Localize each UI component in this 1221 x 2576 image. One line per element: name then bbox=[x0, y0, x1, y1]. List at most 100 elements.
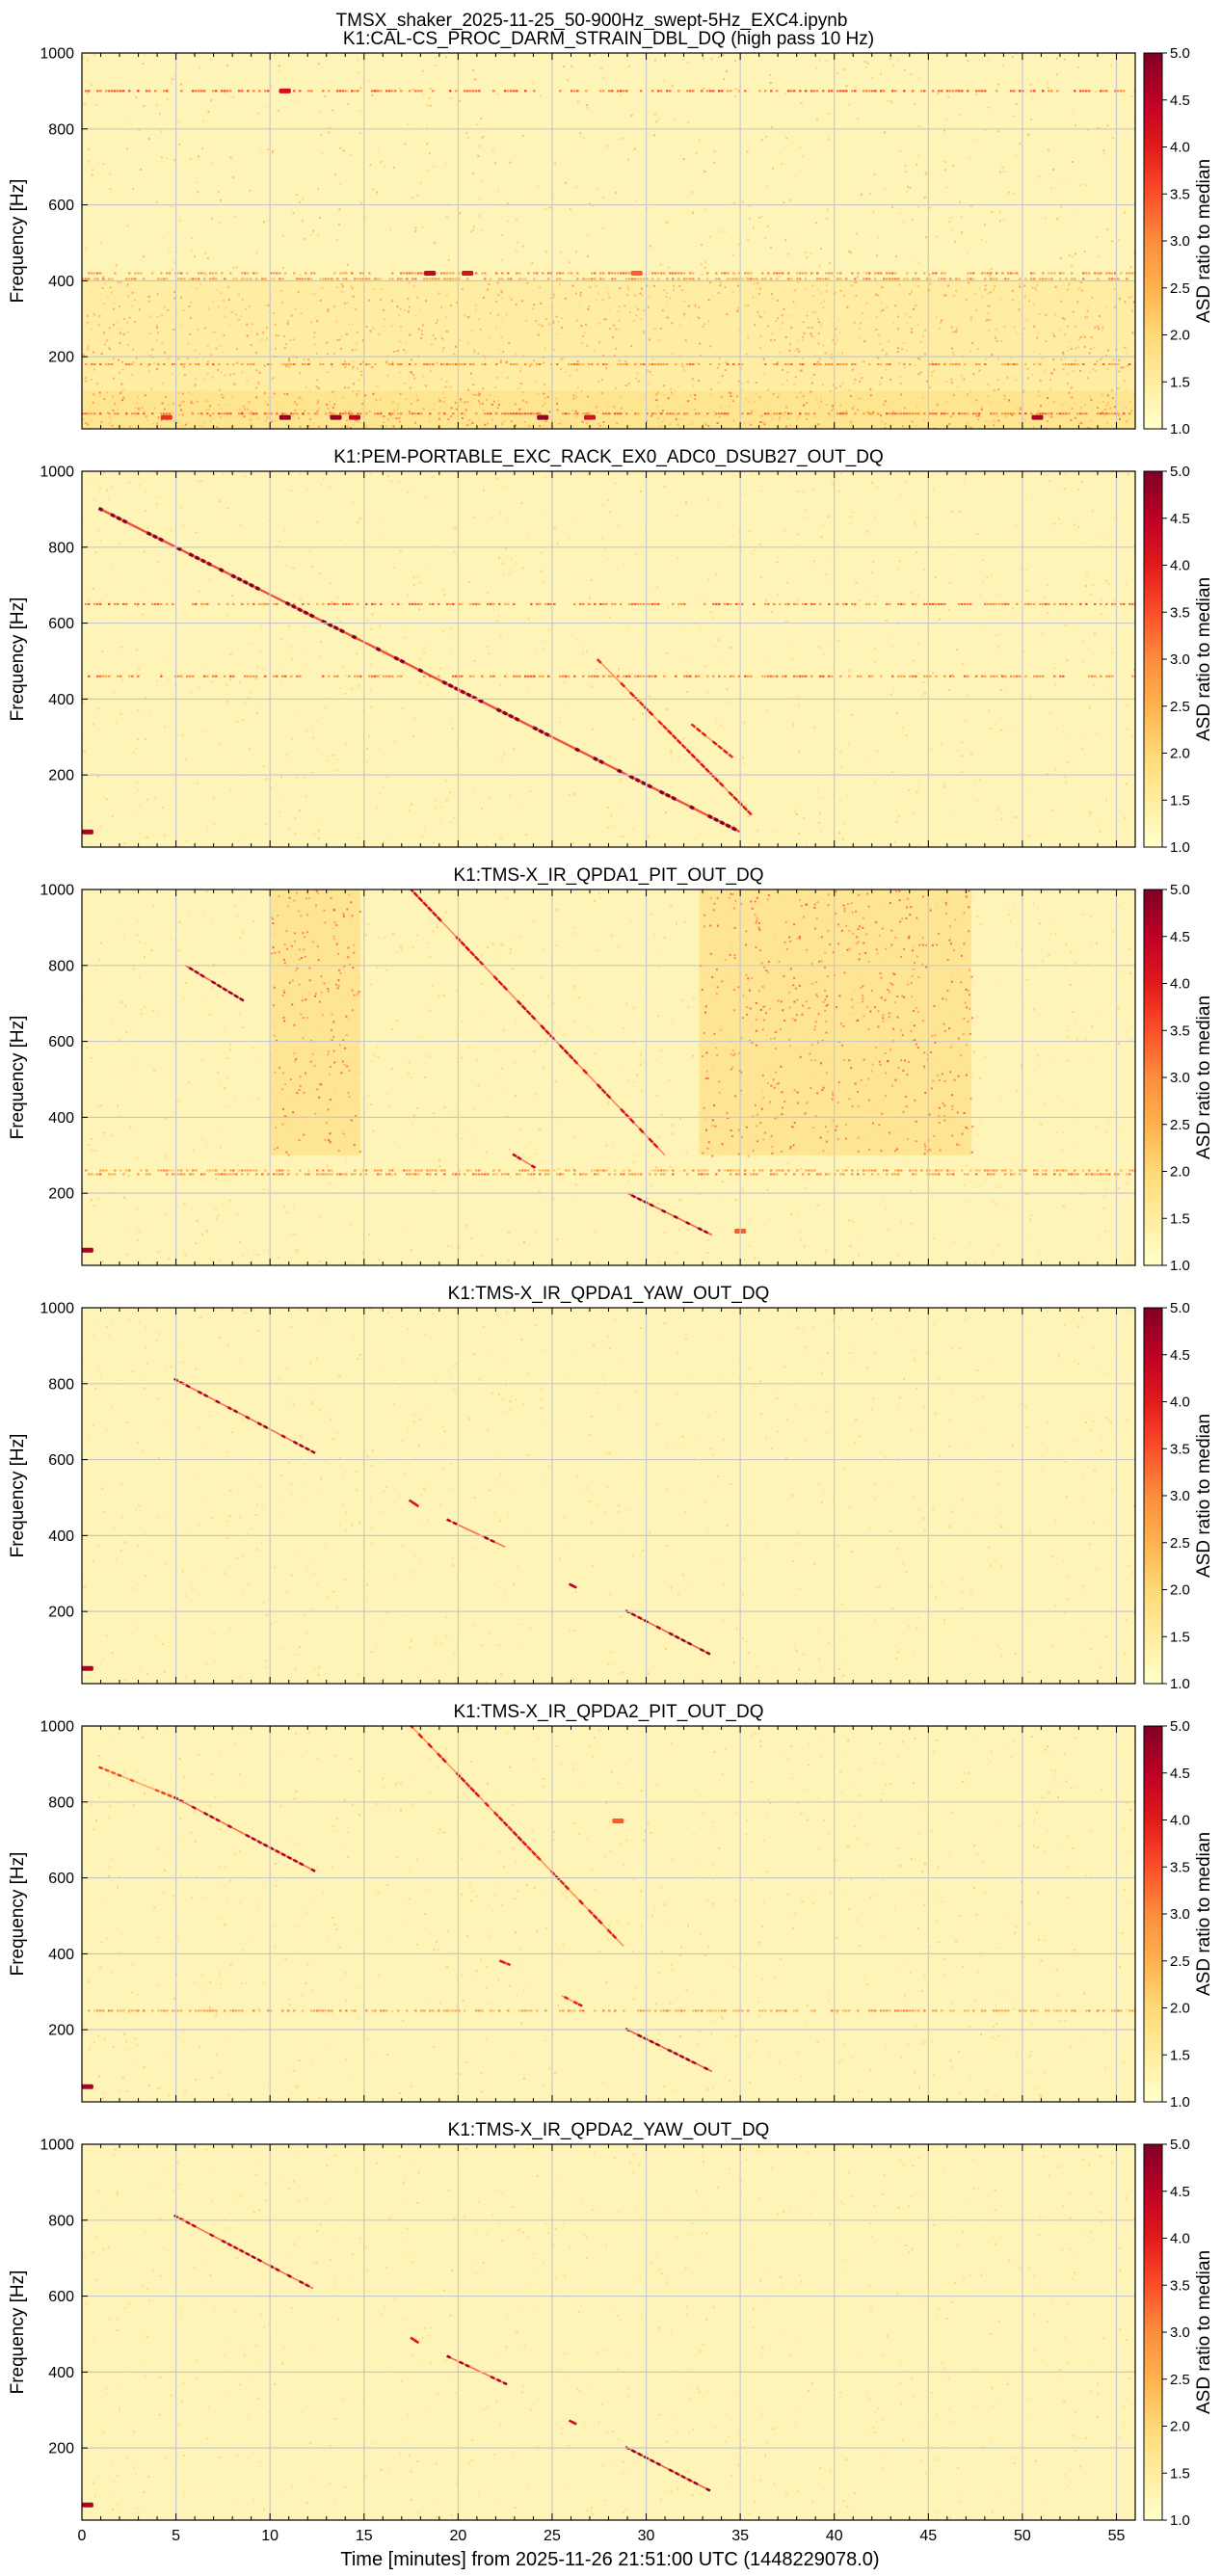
colorbar-tick-label: 3.0 bbox=[1170, 1488, 1190, 1504]
y-tick-label: 600 bbox=[48, 1452, 74, 1469]
x-tick-label: 15 bbox=[356, 2528, 373, 2544]
grid bbox=[82, 53, 1135, 429]
x-tick-label: 35 bbox=[731, 2528, 749, 2544]
hot-spot bbox=[279, 414, 291, 420]
colorbar-tick-label: 3.5 bbox=[1170, 604, 1190, 621]
y-tick-label: 600 bbox=[48, 2289, 74, 2305]
colorbar-tick-label: 5.0 bbox=[1170, 1718, 1190, 1735]
colorbar-tick-label: 4.5 bbox=[1170, 1766, 1190, 1782]
spectral-line bbox=[85, 602, 1135, 605]
colorbar-tick-label: 3.5 bbox=[1170, 2277, 1190, 2294]
spectrogram-panel-6: K1:TMS-X_IR_QPDA2_YAW_OUT_DQ 0 5 10 15 20 25 30… bbox=[8, 2120, 1214, 2544]
spectrogram-panel-3: K1:TMS-X_IR_QPDA1_PIT_OUT_DQ 200 400 600 800… bbox=[8, 865, 1214, 1274]
x-tick-label: 45 bbox=[919, 2528, 937, 2544]
colorbar-label: ASD ratio to median bbox=[1194, 996, 1214, 1159]
hot-spot bbox=[349, 414, 361, 420]
colorbar-tick-label: 5.0 bbox=[1170, 1300, 1190, 1316]
colorbar-tick-label: 4.0 bbox=[1170, 976, 1190, 993]
y-tick-label: 600 bbox=[48, 198, 74, 214]
sweep-track bbox=[568, 2419, 577, 2426]
colorbar-label: ASD ratio to median bbox=[1194, 1832, 1214, 1996]
sweep-track bbox=[561, 1994, 583, 2007]
sweep-track bbox=[409, 890, 666, 1156]
y-tick-label: 400 bbox=[48, 1110, 74, 1127]
panel-title: K1:PEM-PORTABLE_EXC_RACK_EX0_ADC0_DSUB27… bbox=[333, 447, 884, 467]
colorbar: 1.0 1.5 2.0 2.5 3.0 3.5 4.0 4.5 5.0 ASD ratio to … bbox=[1143, 1300, 1214, 1692]
y-tick-label: 1000 bbox=[40, 465, 74, 481]
colorbar-tick-label: 1.5 bbox=[1170, 1210, 1190, 1227]
spectral-line bbox=[85, 1169, 1135, 1172]
colorbar-tick-label: 2.0 bbox=[1170, 1582, 1190, 1599]
sweep-track bbox=[624, 2028, 713, 2073]
spectrogram-panel-4: K1:TMS-X_IR_QPDA1_YAW_OUT_DQ 200 400 600 800… bbox=[8, 1284, 1214, 1692]
sweep-track bbox=[173, 2214, 314, 2290]
y-tick-label: 400 bbox=[48, 1947, 74, 1963]
colorbar-tick-label: 2.5 bbox=[1170, 1117, 1190, 1133]
hot-spot bbox=[537, 414, 549, 420]
colorbar-tick-label: 2.0 bbox=[1170, 1164, 1190, 1181]
colorbar-tick-label: 3.5 bbox=[1170, 1441, 1190, 1457]
hot-spot bbox=[82, 1247, 93, 1253]
spectrogram-panel-2: K1:PEM-PORTABLE_EXC_RACK_EX0_ADC0_DSUB27… bbox=[8, 447, 1214, 856]
colorbar-tick-label: 3.0 bbox=[1170, 233, 1190, 250]
colorbar-tick-label: 5.0 bbox=[1170, 2137, 1190, 2153]
x-tick-label: 30 bbox=[638, 2528, 655, 2544]
y-axis-label: Frequency [Hz] bbox=[8, 598, 28, 722]
spectral-line bbox=[88, 272, 1135, 275]
sweep-track bbox=[498, 1959, 512, 1967]
spectral-line bbox=[85, 90, 1135, 93]
colorbar-tick-label: 3.0 bbox=[1170, 1906, 1190, 1923]
colorbar-tick-label: 1.5 bbox=[1170, 792, 1190, 809]
broadband-region bbox=[82, 390, 1135, 429]
grid bbox=[82, 890, 1135, 1265]
heatmap-cells bbox=[82, 890, 1135, 1265]
colorbar-tick-label: 3.5 bbox=[1170, 1022, 1190, 1039]
broadband-region bbox=[699, 890, 974, 1157]
colorbar: 1.0 1.5 2.0 2.5 3.0 3.5 4.0 4.5 5.0 ASD ratio to … bbox=[1143, 464, 1214, 856]
grid bbox=[82, 471, 1135, 847]
y-axis-label: Frequency [Hz] bbox=[8, 1434, 28, 1558]
colorbar-tick-label: 4.0 bbox=[1170, 140, 1190, 156]
x-tick-label: 5 bbox=[172, 2528, 180, 2544]
colorbar-tick-label: 5.0 bbox=[1170, 882, 1190, 898]
y-tick-label: 800 bbox=[48, 958, 74, 974]
colorbar: 1.0 1.5 2.0 2.5 3.0 3.5 4.0 4.5 5.0 ASD ratio to … bbox=[1143, 45, 1214, 438]
colorbar-tick-label: 1.0 bbox=[1170, 1676, 1190, 1692]
colorbar-tick-label: 3.0 bbox=[1170, 651, 1190, 668]
colorbar-label: ASD ratio to median bbox=[1194, 159, 1214, 323]
hot-spot bbox=[82, 1665, 93, 1671]
x-axis-label: Time [minutes] from 2025-11-26 21:51:00 … bbox=[340, 2549, 879, 2570]
y-tick-label: 1000 bbox=[40, 1301, 74, 1317]
y-tick-label: 800 bbox=[48, 1376, 74, 1393]
sweep-track bbox=[173, 1377, 316, 1454]
spectral-line bbox=[82, 412, 1131, 415]
colorbar-tick-label: 2.5 bbox=[1170, 280, 1190, 297]
sweep-track bbox=[690, 723, 734, 759]
panel-title: K1:TMS-X_IR_QPDA1_YAW_OUT_DQ bbox=[448, 1284, 770, 1304]
colorbar-tick-label: 4.5 bbox=[1170, 511, 1190, 527]
colorbar-tick-label: 4.0 bbox=[1170, 1813, 1190, 1829]
y-tick-label: 800 bbox=[48, 1794, 74, 1811]
broadband-region bbox=[270, 890, 361, 1156]
colorbar-label: ASD ratio to median bbox=[1194, 2250, 1214, 2414]
colorbar-tick-label: 1.0 bbox=[1170, 421, 1190, 438]
panel-title: K1:TMS-X_IR_QPDA2_YAW_OUT_DQ bbox=[448, 2120, 770, 2140]
spectrogram-panel-1: K1:CAL-CS_PROC_DARM_STRAIN_DBL_DQ (high … bbox=[8, 29, 1214, 438]
heatmap-cells bbox=[82, 471, 1135, 847]
y-tick-label: 400 bbox=[48, 274, 74, 290]
x-tick-label: 25 bbox=[544, 2528, 561, 2544]
x-tick-label: 10 bbox=[261, 2528, 279, 2544]
colorbar-tick-label: 3.0 bbox=[1170, 1070, 1190, 1086]
colorbar-tick-label: 5.0 bbox=[1170, 464, 1190, 480]
y-axis-label: Frequency [Hz] bbox=[8, 2271, 28, 2395]
y-tick-label: 200 bbox=[48, 2023, 74, 2039]
hot-spot bbox=[82, 2502, 93, 2508]
sweep-track bbox=[184, 965, 245, 1002]
spectral-line bbox=[88, 1173, 1131, 1176]
hot-spot bbox=[612, 1818, 624, 1823]
colorbar-label: ASD ratio to median bbox=[1194, 1414, 1214, 1578]
hot-spot bbox=[82, 2084, 93, 2089]
y-tick-label: 1000 bbox=[40, 2138, 74, 2154]
colorbar-tick-label: 2.5 bbox=[1170, 699, 1190, 715]
sweep-track bbox=[512, 1153, 537, 1169]
